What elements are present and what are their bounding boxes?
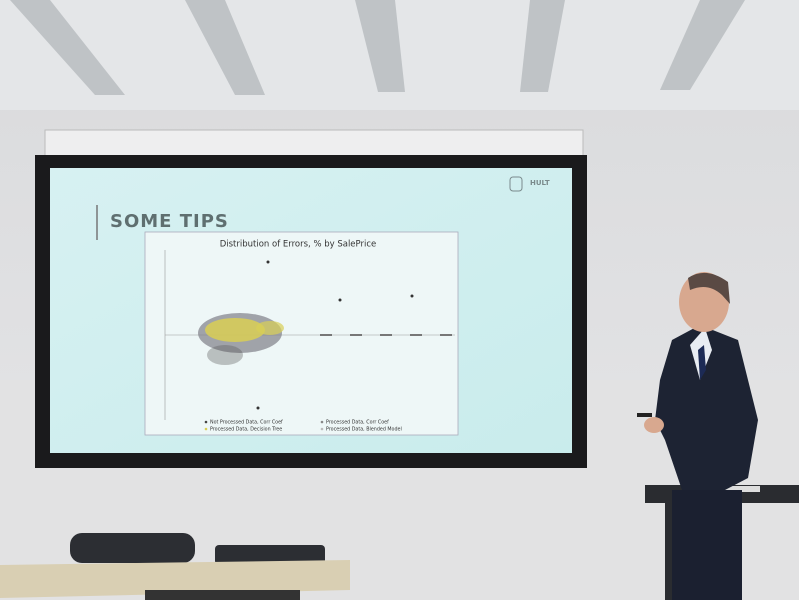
chart-area: [144, 231, 459, 436]
screen-housing: [44, 129, 584, 157]
legend-label: Processed Data, Decision Tree: [210, 427, 282, 433]
ceiling-beams: [10, 0, 745, 95]
legend-marker: [204, 427, 208, 431]
logo: HULT: [530, 179, 550, 187]
legend-marker: [204, 420, 208, 424]
presenter: [637, 272, 758, 600]
legend-marker: [320, 427, 324, 431]
scatter-cloud: [198, 260, 452, 410]
legend-label: Not Processed Data, Corr Coef: [210, 420, 283, 426]
chart-title: Distribution of Errors, % by SalePrice: [220, 240, 377, 250]
legend-label: Processed Data, Corr Coef: [326, 420, 389, 426]
legend-marker: [320, 420, 324, 424]
table: [0, 533, 350, 600]
logo-crest: [509, 176, 523, 192]
legend-label: Processed Data, Blended Model: [326, 427, 402, 433]
slide-title: SOME TIPS: [110, 211, 229, 232]
